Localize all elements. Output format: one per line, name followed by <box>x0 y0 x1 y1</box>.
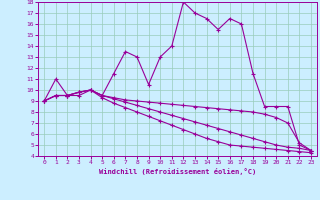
X-axis label: Windchill (Refroidissement éolien,°C): Windchill (Refroidissement éolien,°C) <box>99 168 256 175</box>
